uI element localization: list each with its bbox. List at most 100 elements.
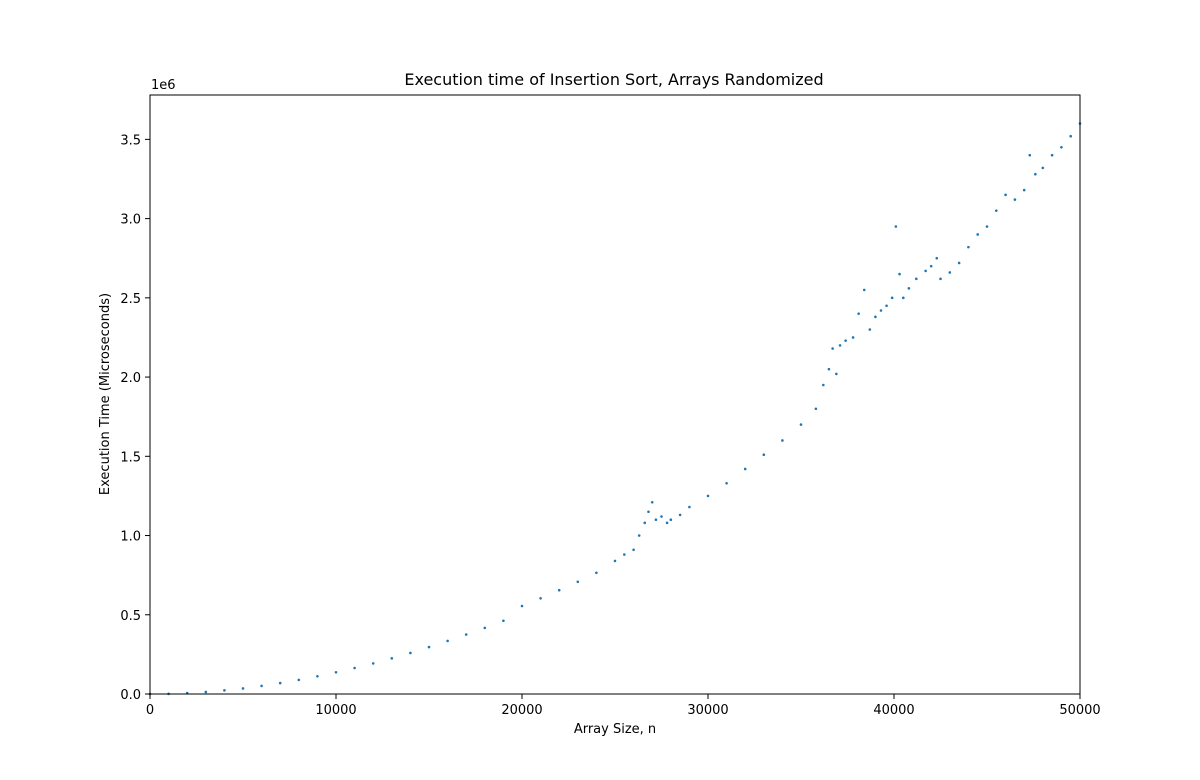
data-point xyxy=(678,513,682,517)
data-point xyxy=(637,534,641,537)
data-point xyxy=(851,336,855,339)
data-point xyxy=(1013,198,1017,201)
data-point xyxy=(915,277,918,281)
data-point xyxy=(654,518,658,521)
y-tick-label: 1.5 xyxy=(120,450,141,465)
y-tick-label: 0.0 xyxy=(120,688,141,703)
x-ticks: 0 10000 20000 30000 40000 50000 xyxy=(146,694,1101,718)
data-point xyxy=(814,407,818,411)
data-point xyxy=(844,339,847,342)
data-point xyxy=(781,439,784,442)
data-point xyxy=(725,481,728,485)
data-point xyxy=(409,651,412,655)
data-point xyxy=(902,296,905,300)
data-point xyxy=(827,367,831,371)
data-point xyxy=(390,657,394,660)
data-point xyxy=(907,287,911,290)
data-point xyxy=(935,256,939,260)
data-point xyxy=(898,272,901,276)
data-point xyxy=(223,689,226,692)
data-point xyxy=(939,277,942,281)
data-point xyxy=(241,687,245,690)
data-point xyxy=(879,309,883,312)
data-point xyxy=(799,423,803,426)
data-point xyxy=(1028,153,1032,157)
data-point xyxy=(464,633,468,636)
data-point xyxy=(446,639,449,643)
data-point xyxy=(316,674,319,678)
data-point xyxy=(520,604,524,608)
data-point xyxy=(595,571,598,575)
data-point xyxy=(643,521,647,525)
data-point xyxy=(260,684,263,688)
data-point xyxy=(1004,193,1007,197)
y-tick-label: 3.0 xyxy=(120,213,141,228)
x-tick-label: 40000 xyxy=(873,703,914,718)
plot-area-frame xyxy=(149,94,1081,695)
y-ticks: 0.0 0.5 1.0 1.5 2.0 2.5 3.0 3.5 xyxy=(120,133,150,703)
data-point xyxy=(1034,172,1037,176)
data-point xyxy=(204,690,208,694)
y-offset-label: 1e6 xyxy=(151,78,176,93)
data-point xyxy=(1022,188,1026,192)
data-point xyxy=(706,494,710,498)
data-point xyxy=(665,521,669,525)
data-point xyxy=(632,548,635,552)
data-point xyxy=(669,518,673,521)
data-point xyxy=(894,225,898,228)
x-tick-label: 10000 xyxy=(315,703,356,718)
data-point xyxy=(483,626,487,630)
data-point xyxy=(650,500,654,504)
data-point xyxy=(995,209,998,212)
data-point xyxy=(985,225,989,228)
x-tick-label: 0 xyxy=(146,703,154,718)
data-point xyxy=(278,681,282,685)
data-point xyxy=(924,269,927,273)
data-point xyxy=(929,264,933,268)
data-point xyxy=(539,596,542,600)
data-point xyxy=(576,580,580,584)
x-tick-label: 50000 xyxy=(1059,703,1100,718)
data-point xyxy=(976,233,979,236)
data-point xyxy=(822,383,825,387)
data-point xyxy=(297,678,301,682)
points-layer xyxy=(148,122,1082,696)
data-point xyxy=(762,453,766,457)
data-point xyxy=(647,510,650,514)
data-point xyxy=(862,288,866,292)
data-point xyxy=(371,662,375,665)
data-point xyxy=(353,666,356,670)
x-tick-label: 30000 xyxy=(687,703,728,718)
data-point xyxy=(885,304,888,308)
y-tick-label: 2.0 xyxy=(120,371,141,386)
data-point xyxy=(623,553,626,556)
data-point xyxy=(613,559,617,563)
data-point xyxy=(557,588,561,592)
data-point xyxy=(948,271,952,274)
data-point xyxy=(660,515,663,518)
x-axis-title: Array Size, n xyxy=(574,722,656,737)
y-axis-title: Execution Time (Microseconds) xyxy=(98,293,113,495)
data-point xyxy=(835,372,838,376)
data-point xyxy=(890,296,894,300)
data-point xyxy=(427,645,431,649)
data-point xyxy=(967,245,970,249)
data-point xyxy=(868,328,872,331)
y-tick-label: 1.0 xyxy=(120,530,141,545)
y-tick-label: 3.5 xyxy=(120,133,141,148)
data-point xyxy=(857,312,860,315)
data-point xyxy=(502,619,505,623)
data-point xyxy=(1050,153,1054,157)
data-point xyxy=(957,261,961,265)
data-point xyxy=(688,505,691,509)
data-point xyxy=(1060,145,1063,149)
data-point xyxy=(334,670,338,674)
data-point xyxy=(831,347,834,350)
data-point xyxy=(874,315,877,319)
data-point xyxy=(1069,134,1072,138)
data-point xyxy=(743,467,747,471)
x-tick-label: 20000 xyxy=(501,703,542,718)
y-tick-label: 0.5 xyxy=(120,609,141,624)
y-tick-label: 2.5 xyxy=(120,292,141,307)
